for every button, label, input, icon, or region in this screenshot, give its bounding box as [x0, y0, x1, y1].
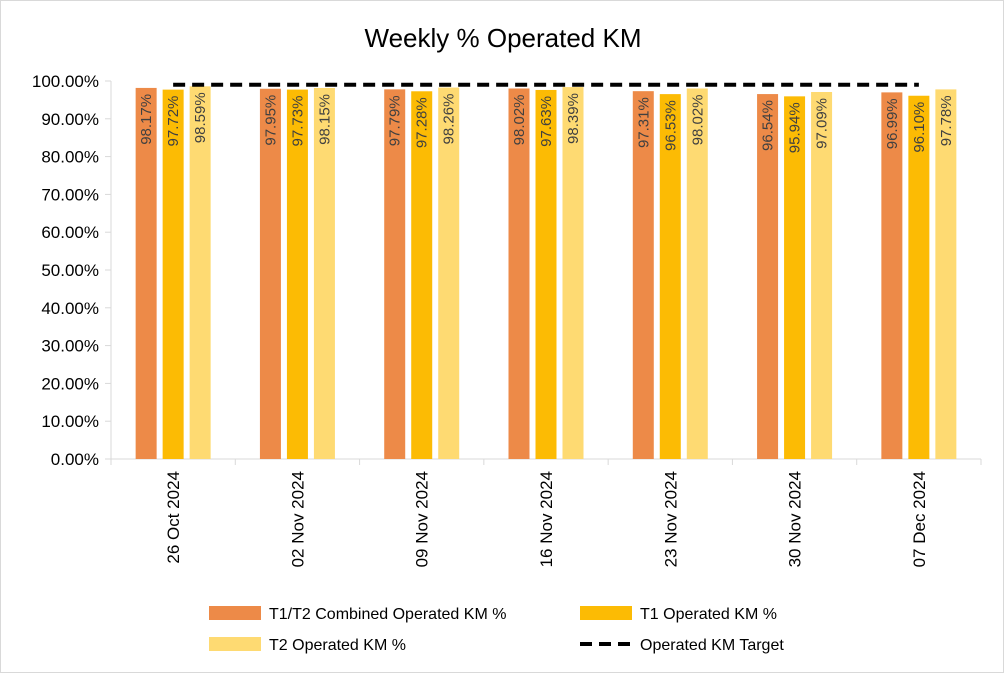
- bar-data-label: 97.95%: [262, 95, 279, 146]
- bar-data-label: 98.59%: [192, 92, 209, 143]
- y-tick-label: 40.00%: [41, 299, 99, 318]
- bar-data-label: 98.02%: [511, 94, 528, 145]
- bar: [935, 89, 957, 459]
- bar-data-label: 97.28%: [414, 97, 431, 148]
- legend-swatch: [580, 606, 632, 620]
- bar: [757, 94, 779, 459]
- y-tick-label: 80.00%: [41, 148, 99, 167]
- bar: [313, 87, 335, 460]
- bar-data-label: 97.09%: [814, 98, 831, 149]
- y-tick-label: 20.00%: [41, 374, 99, 393]
- bar: [259, 88, 281, 460]
- x-category-label: 07 Dec 2024: [910, 471, 929, 567]
- bar-data-label: 97.31%: [635, 97, 652, 148]
- y-tick-label: 60.00%: [41, 223, 99, 242]
- bar-data-label: 97.73%: [289, 96, 306, 147]
- bar: [135, 87, 157, 460]
- x-category-label: 02 Nov 2024: [288, 471, 307, 567]
- legend-swatch: [209, 637, 261, 651]
- bar: [659, 94, 681, 459]
- legend-swatch: [209, 606, 261, 620]
- chart-title: Weekly % Operated KM: [365, 23, 642, 53]
- x-category-label: 16 Nov 2024: [537, 471, 556, 567]
- x-category-label: 30 Nov 2024: [786, 471, 805, 567]
- bar-data-label: 96.10%: [911, 102, 928, 153]
- bar: [535, 89, 557, 459]
- x-category-label: 09 Nov 2024: [413, 471, 432, 567]
- y-tick-label: 30.00%: [41, 337, 99, 356]
- bar-data-label: 97.78%: [938, 95, 955, 146]
- y-tick-label: 50.00%: [41, 261, 99, 280]
- bar: [384, 89, 406, 460]
- bar: [686, 88, 708, 459]
- bar-data-label: 98.02%: [689, 94, 706, 145]
- legend-label: T1 Operated KM %: [640, 606, 777, 623]
- y-tick-label: 90.00%: [41, 110, 99, 129]
- bar-data-label: 95.94%: [787, 102, 804, 153]
- y-tick-label: 100.00%: [32, 72, 99, 91]
- bar-labels-group: 98.17% 97.95% 97.79% 98.02% 97.31% 96.54% 96.9…: [138, 92, 955, 153]
- bar-data-label: 97.79%: [387, 95, 404, 146]
- bar-data-label: 96.99%: [884, 98, 901, 149]
- bar: [508, 88, 530, 459]
- bar: [908, 95, 930, 459]
- x-axis: 26 Oct 2024 02 Nov 2024 09 Nov 2024 16 Nov …: [110, 458, 982, 567]
- bars-group: [135, 86, 957, 460]
- bar-data-label: 98.39%: [565, 93, 582, 144]
- bar: [286, 89, 308, 459]
- legend-label: T1/T2 Combined Operated KM %: [269, 606, 506, 623]
- bar: [438, 87, 460, 459]
- y-axis: 0.00% 10.00% 20.00% 30.00% 40.00% 50.00% 60.00…: [32, 72, 112, 469]
- bar-data-label: 98.26%: [441, 94, 458, 145]
- y-tick-label: 10.00%: [41, 412, 99, 431]
- bar-data-label: 98.17%: [138, 94, 155, 145]
- bar-data-label: 96.53%: [662, 100, 679, 151]
- bar-data-label: 97.63%: [538, 96, 555, 147]
- x-category-label: 23 Nov 2024: [661, 471, 680, 567]
- bar: [881, 92, 903, 459]
- bar: [784, 96, 806, 459]
- bar: [562, 87, 584, 459]
- bar-data-label: 96.54%: [760, 100, 777, 151]
- bar: [162, 89, 184, 459]
- legend-label: Operated KM Target: [640, 637, 784, 654]
- legend-label: T2 Operated KM %: [269, 637, 406, 654]
- legend: T1/T2 Combined Operated KM % T1 Operated …: [209, 606, 784, 654]
- y-tick-label: 70.00%: [41, 185, 99, 204]
- bar-data-label: 97.72%: [165, 96, 182, 147]
- x-category-label: 26 Oct 2024: [164, 471, 183, 564]
- bar-data-label: 98.15%: [316, 94, 333, 145]
- bar: [411, 91, 433, 459]
- bar: [632, 91, 654, 459]
- y-tick-label: 0.00%: [51, 450, 99, 469]
- bar: [811, 91, 833, 459]
- bar: [189, 86, 211, 459]
